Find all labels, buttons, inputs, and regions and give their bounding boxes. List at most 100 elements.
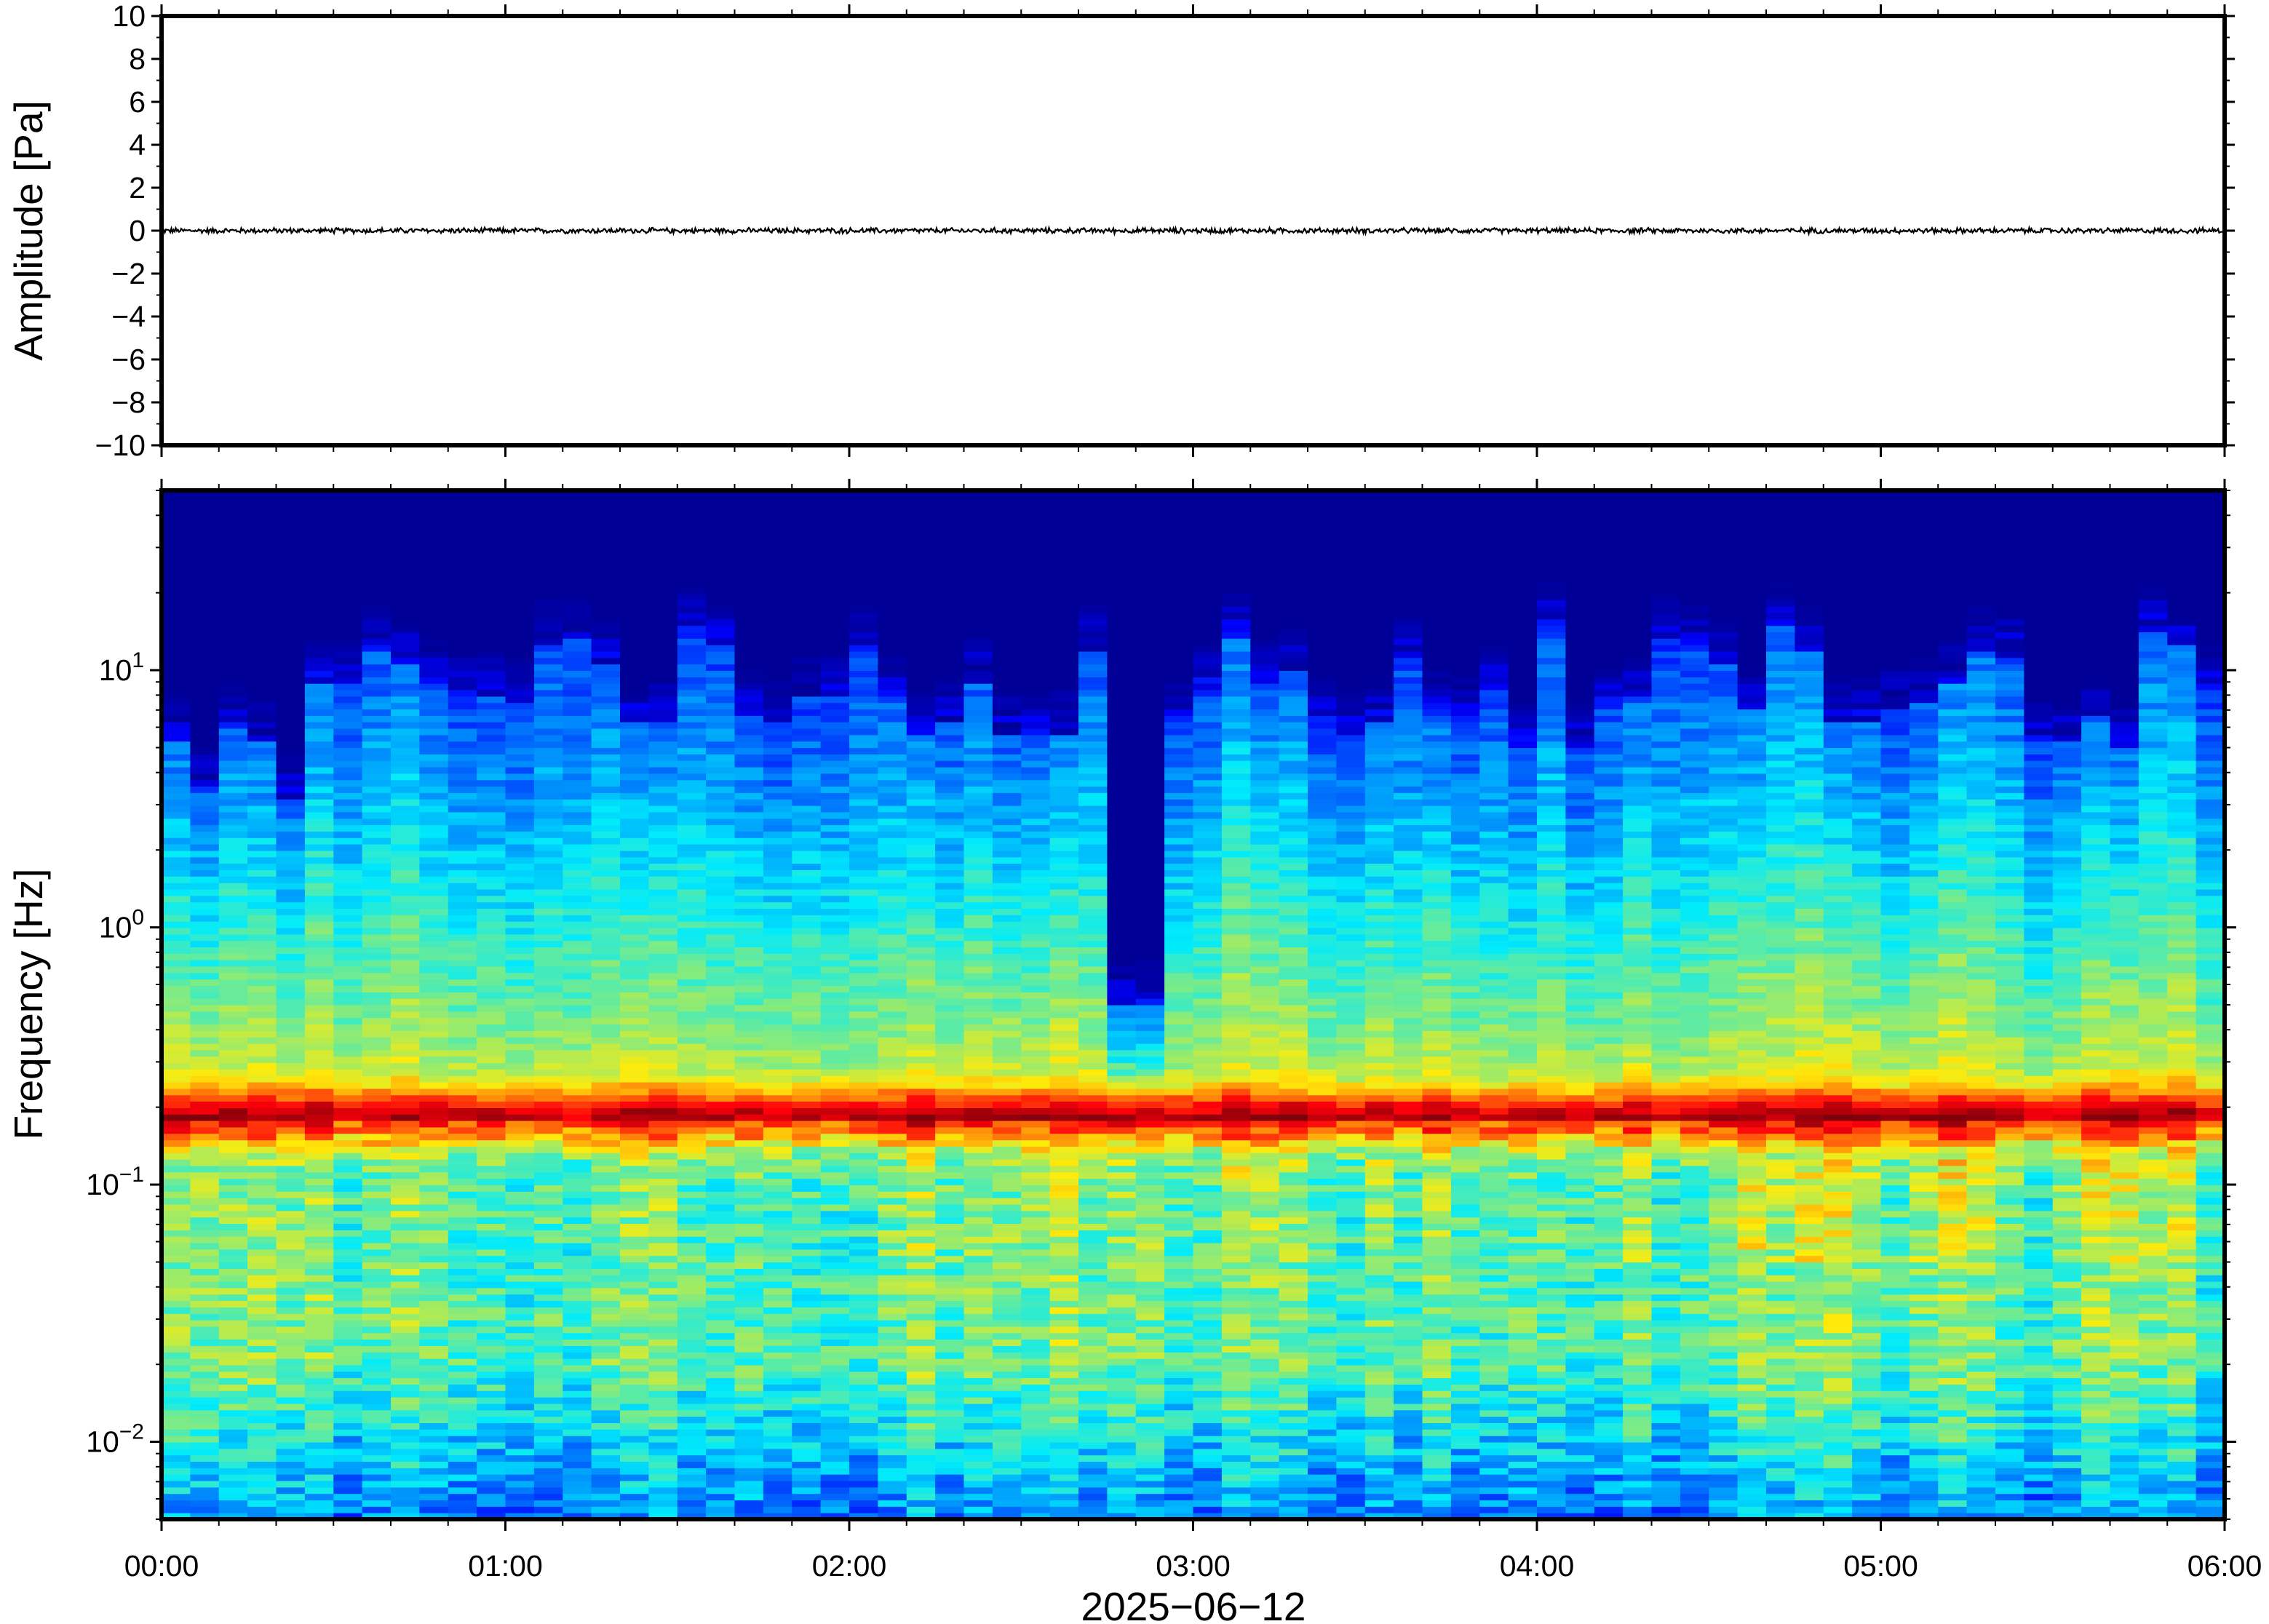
spectrogram-cell [304, 1056, 334, 1064]
spectrogram-cell [992, 1024, 1022, 1031]
spectrogram-cell [734, 998, 764, 1006]
spectrogram-cell [620, 1403, 649, 1411]
spectrogram-cell [648, 561, 678, 568]
spectrogram-cell [677, 715, 707, 723]
spectrogram-cell [448, 1397, 477, 1404]
spectrogram-cell [849, 664, 878, 671]
spectrogram-cell [763, 921, 792, 928]
spectrogram-cell [906, 645, 936, 652]
spectrogram-cell [477, 496, 506, 504]
spectrogram-cell [247, 702, 277, 709]
spectrogram-cell [935, 664, 965, 671]
spectrogram-cell [591, 1049, 621, 1057]
spectrogram-cell [591, 568, 621, 575]
spectrogram-cell [391, 947, 420, 954]
spectrogram-cell [304, 1429, 334, 1436]
spectrogram-cell [906, 1043, 936, 1051]
spectrogram-cell [706, 831, 736, 838]
spectrogram-cell [304, 1101, 334, 1108]
spectrogram-cell [448, 754, 477, 761]
spectrogram-cell [677, 1262, 707, 1269]
spectrogram-cell [190, 915, 220, 922]
spectrogram-cell [505, 1332, 535, 1340]
spectrogram-cell [792, 516, 822, 523]
spectrogram-cell [477, 1255, 506, 1263]
spectrogram-cell [648, 496, 678, 504]
spectrogram-cell [477, 1436, 506, 1443]
spectrogram-cell [849, 754, 878, 761]
spectrogram-cell [190, 670, 220, 677]
spectrogram-cell [906, 541, 936, 549]
spectrogram-cell [448, 844, 477, 851]
spectrogram-cell [505, 811, 535, 819]
spectrogram-cell [677, 1377, 707, 1385]
spectrogram-cell [820, 1390, 850, 1398]
spectrogram-cell [706, 1474, 736, 1481]
spectrogram-cell [477, 818, 506, 826]
spectrogram-cell [820, 901, 850, 909]
spectrogram-cell [563, 1384, 592, 1391]
spectrogram-cell [505, 1204, 535, 1211]
spectrogram-cell [419, 657, 449, 665]
spectrogram-cell [849, 1056, 878, 1064]
spectrogram-cell [591, 992, 621, 999]
spectrogram-cell [304, 888, 334, 896]
spectrogram-cell [362, 1339, 392, 1346]
spectrogram-cell [963, 1011, 993, 1019]
spectrogram-cell [304, 1481, 334, 1488]
spectrogram-cell [218, 1011, 248, 1019]
spectrogram-cell [906, 1139, 936, 1147]
spectrogram-cell [935, 1236, 965, 1243]
spectrogram-cell [963, 1332, 993, 1340]
spectrogram-cell [677, 1062, 707, 1070]
spectrogram-cell [734, 767, 764, 774]
spectrogram-cell [734, 966, 764, 974]
spectrogram-cell [963, 799, 993, 806]
spectrogram-cell [935, 844, 965, 851]
spectrogram-cell [333, 1448, 363, 1456]
spectrogram-cell [1021, 1204, 1051, 1211]
spectrogram-cell [591, 888, 621, 896]
spectrogram-cell [849, 921, 878, 928]
spectrogram-cell [878, 895, 907, 903]
spectrogram-cell [706, 1139, 736, 1147]
spectrogram-cell [878, 516, 907, 523]
spectrogram-cell [935, 869, 965, 877]
spectrogram-cell [992, 1326, 1022, 1334]
spectrogram-cell [1021, 1133, 1051, 1141]
spectrogram-cell [563, 799, 592, 806]
spectrogram-cell [878, 1506, 907, 1513]
spectrogram-cell [162, 799, 191, 806]
spectrogram-cell [620, 831, 649, 838]
spectrogram-cell [878, 1230, 907, 1237]
spectrogram-cell [792, 709, 822, 716]
spectrogram-cell [591, 677, 621, 684]
spectrogram-cell [849, 580, 878, 588]
spectrogram-cell [648, 1352, 678, 1359]
spectrogram-cell [992, 1384, 1022, 1391]
spectrogram-cell [162, 1223, 191, 1230]
spectrogram-cell [533, 779, 563, 787]
spectrogram-cell [419, 1461, 449, 1468]
spectrogram-cell [763, 1454, 792, 1462]
spectrogram-cell [677, 779, 707, 787]
spectrogram-cell [276, 883, 306, 890]
spectrogram-cell [763, 1461, 792, 1468]
spectrogram-cell [304, 625, 334, 632]
spectrogram-cell [935, 1062, 965, 1070]
spectrogram-cell [448, 876, 477, 883]
spectrogram-cell [677, 953, 707, 960]
spectrogram-cell [162, 921, 191, 928]
spectrogram-cell [533, 709, 563, 716]
spectrogram-cell [935, 947, 965, 954]
spectrogram-cell [792, 1094, 822, 1102]
spectrogram-cell [333, 1500, 363, 1507]
spectrogram-cell [190, 741, 220, 749]
spectrogram-cell [333, 573, 363, 581]
spectrogram-cell [218, 1185, 248, 1192]
spectrogram-cell [477, 1287, 506, 1295]
spectrogram-cell [247, 1390, 277, 1398]
spectrogram-cell [563, 869, 592, 877]
spectrogram-cell [304, 856, 334, 864]
spectrogram-cell [763, 773, 792, 781]
